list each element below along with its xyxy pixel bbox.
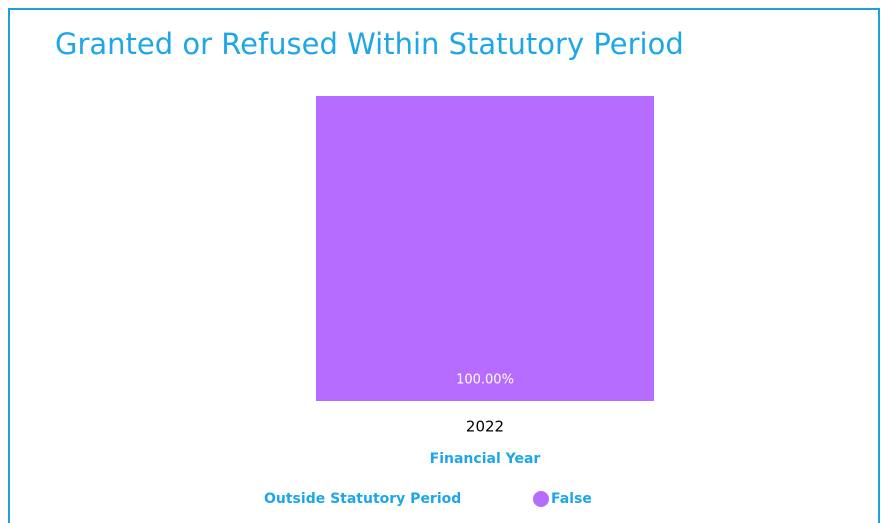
- bar: [316, 96, 654, 401]
- legend-marker: [533, 491, 549, 507]
- legend-label: False: [551, 491, 592, 507]
- x-tick-label: 2022: [466, 418, 504, 436]
- legend-title: Outside Statutory Period: [264, 491, 461, 507]
- chart-title: Granted or Refused Within Statutory Peri…: [55, 27, 684, 61]
- data-label: 100.00%: [456, 373, 514, 388]
- x-axis-label: Financial Year: [430, 451, 541, 467]
